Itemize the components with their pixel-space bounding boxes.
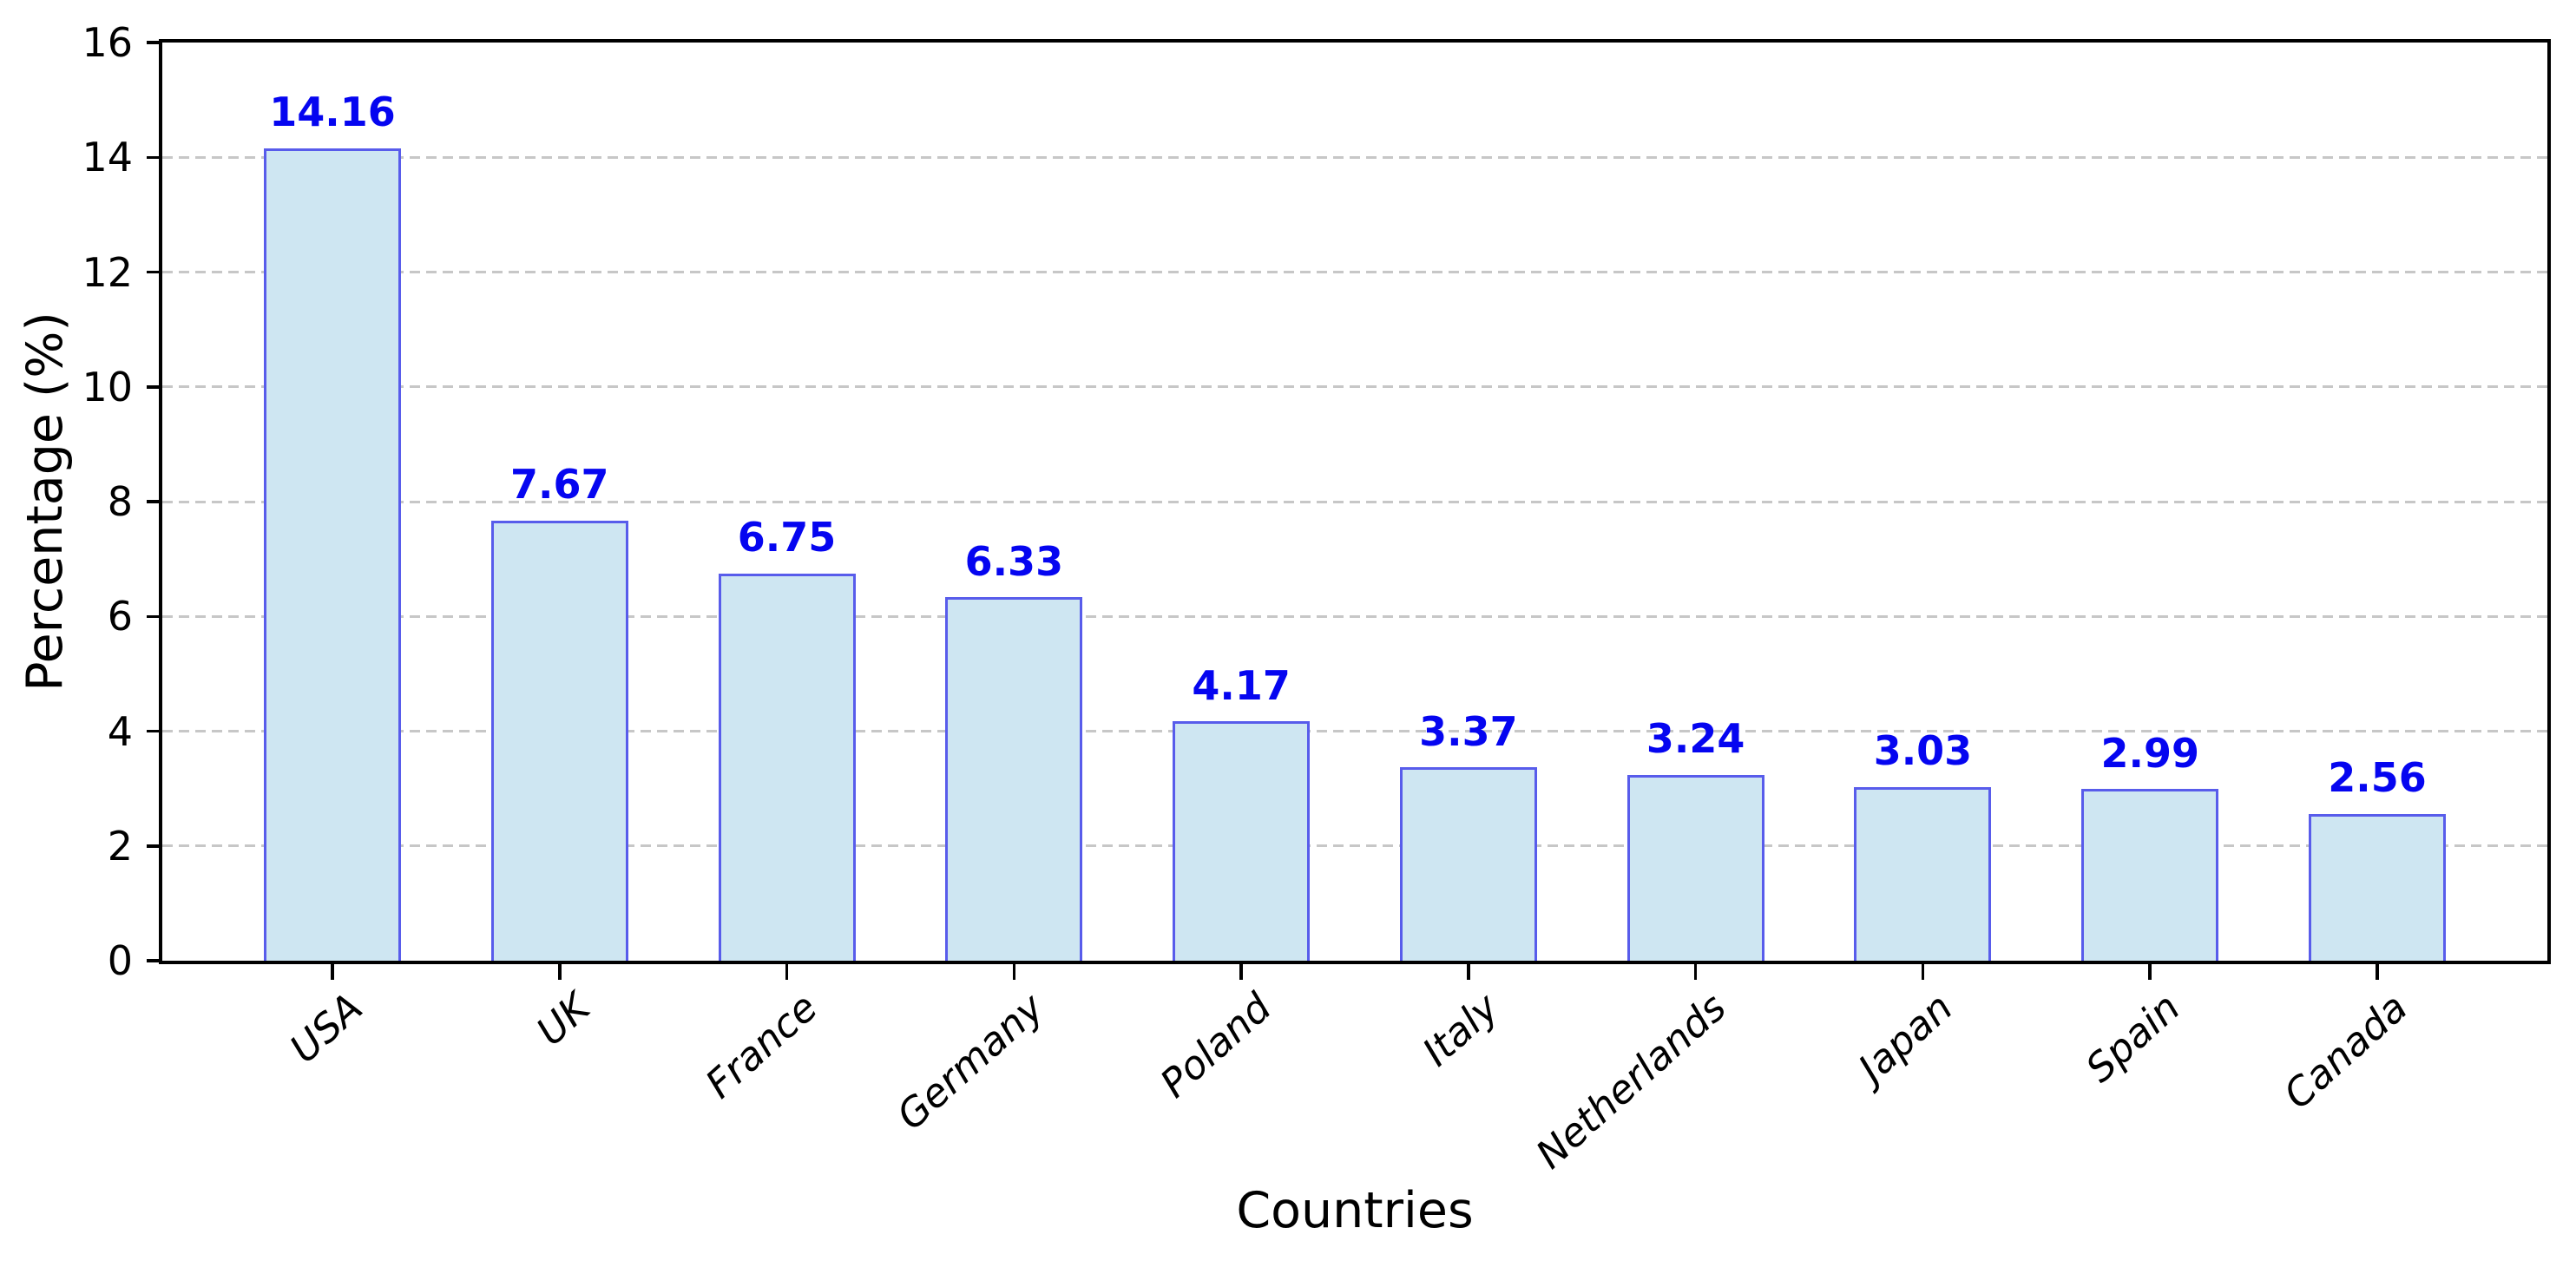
bar-usa <box>264 148 401 961</box>
x-tick-mark-netherlands <box>1693 964 1698 980</box>
gridline-y-6 <box>162 614 2547 618</box>
x-tick-label-canada: Canada <box>2275 984 2416 1118</box>
x-tick-label-usa: USA <box>280 984 371 1073</box>
x-tick-mark-spain <box>2148 964 2152 980</box>
bar-uk <box>490 520 628 961</box>
value-label-netherlands: 3.24 <box>1646 715 1745 763</box>
y-tick-label-12: 12 <box>82 248 133 296</box>
value-label-uk: 7.67 <box>510 461 609 509</box>
value-label-germany: 6.33 <box>964 537 1064 585</box>
x-tick-label-uk: UK <box>527 984 599 1055</box>
x-tick-label-poland: Poland <box>1151 984 1280 1107</box>
y-tick-label-10: 10 <box>82 363 133 410</box>
plot-area: 0 2 4 6 8 10 12 14 16 14.16 USA 7.67 UK 6.75 France 6.3… <box>82 23 2551 1178</box>
bar-france <box>718 573 856 961</box>
x-tick-label-spain: Spain <box>2077 984 2190 1092</box>
bar-canada <box>2309 813 2446 961</box>
value-label-japan: 3.03 <box>1873 727 1973 775</box>
x-tick-mark-france <box>785 964 789 980</box>
bar-italy <box>1399 767 1537 961</box>
bar-netherlands <box>1626 774 1764 961</box>
y-tick-mark-12 <box>147 270 159 274</box>
x-tick-label-italy: Italy <box>1413 984 1508 1075</box>
y-tick-mark-2 <box>147 844 159 848</box>
y-tick-mark-0 <box>147 959 159 962</box>
y-tick-label-4: 4 <box>107 707 133 755</box>
gridline-y-2 <box>162 844 2547 848</box>
value-label-france: 6.75 <box>737 514 837 561</box>
x-tick-label-france: France <box>696 984 826 1107</box>
x-tick-label-germany: Germany <box>888 984 1054 1139</box>
x-tick-mark-japan <box>1921 964 1925 980</box>
gridline-y-12 <box>162 271 2547 273</box>
y-tick-label-14: 14 <box>82 134 133 181</box>
value-label-spain: 2.99 <box>2100 729 2199 777</box>
bar-spain <box>2081 789 2219 961</box>
y-tick-mark-8 <box>147 500 159 503</box>
gridline-y-10 <box>162 385 2547 389</box>
y-tick-mark-10 <box>147 385 159 389</box>
value-label-italy: 3.37 <box>1419 707 1518 755</box>
value-label-usa: 14.16 <box>269 89 396 136</box>
y-tick-label-0: 0 <box>107 937 133 984</box>
bar-germany <box>945 597 1083 961</box>
y-tick-mark-6 <box>147 614 159 618</box>
y-tick-label-16: 16 <box>82 19 133 66</box>
y-tick-label-2: 2 <box>107 822 133 870</box>
gridline-y-4 <box>162 730 2547 732</box>
y-tick-label-8: 8 <box>107 478 133 525</box>
x-tick-mark-germany <box>1012 964 1016 980</box>
gridline-y-14 <box>162 155 2547 159</box>
value-label-poland: 4.17 <box>1192 661 1291 709</box>
value-label-canada: 2.56 <box>2328 754 2427 802</box>
x-axis-title: Countries <box>1236 1182 1474 1239</box>
y-tick-label-6: 6 <box>107 593 133 640</box>
gridline-y-8 <box>162 500 2547 503</box>
x-tick-mark-usa <box>331 964 334 980</box>
x-tick-mark-canada <box>2376 964 2379 980</box>
x-tick-label-japan: Japan <box>1850 984 1962 1092</box>
x-tick-mark-poland <box>1239 964 1243 980</box>
x-tick-mark-italy <box>1467 964 1470 980</box>
y-tick-mark-4 <box>147 729 159 733</box>
bar-japan <box>1854 786 1992 961</box>
y-tick-mark-16 <box>147 41 159 44</box>
y-tick-mark-14 <box>147 155 159 159</box>
x-tick-label-netherlands: Netherlands <box>1527 984 1735 1178</box>
bar-poland <box>1173 721 1311 961</box>
x-tick-mark-uk <box>558 964 562 980</box>
